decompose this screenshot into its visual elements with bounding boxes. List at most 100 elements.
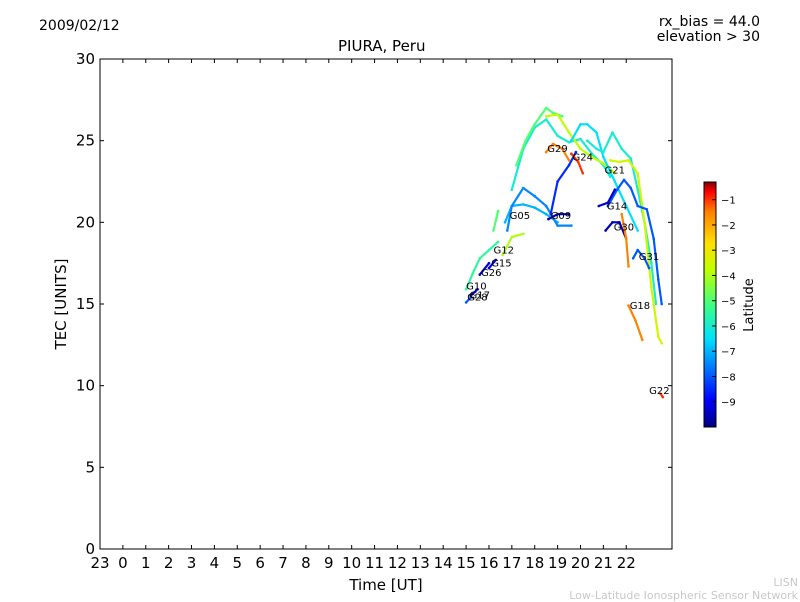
- data-point: [533, 123, 536, 126]
- data-point: [547, 217, 550, 221]
- series-label: G15: [491, 258, 511, 269]
- data-point: [636, 248, 639, 252]
- series-line: [492, 209, 500, 232]
- data-point: [595, 131, 598, 134]
- series-label: G12: [494, 245, 514, 256]
- data-point: [615, 188, 619, 191]
- data-point: [636, 188, 639, 191]
- y-tick-label: 30: [76, 50, 95, 68]
- series-c: [544, 113, 617, 175]
- data-point: [606, 201, 610, 204]
- x-tick-label: 16: [479, 554, 498, 572]
- data-point: [496, 209, 500, 213]
- colorbar-tick-label: −3: [721, 246, 736, 257]
- data-point: [522, 186, 525, 190]
- colorbar-tick-label: −9: [721, 398, 736, 409]
- x-tick-label: 2: [164, 554, 174, 572]
- data-point: [567, 141, 571, 144]
- data-point: [522, 203, 525, 206]
- data-point: [586, 139, 589, 142]
- data-point: [556, 113, 559, 116]
- data-point: [660, 302, 663, 306]
- x-tick-label: 1: [141, 554, 151, 572]
- data-point: [510, 235, 514, 239]
- series-line: [609, 159, 663, 345]
- data-point: [624, 204, 628, 208]
- data-point: [570, 152, 573, 155]
- x-tick-label: 0: [118, 554, 128, 572]
- x-tick-label: 18: [525, 554, 544, 572]
- series-label: G05: [510, 211, 530, 222]
- data-point: [464, 288, 468, 291]
- x-tick-label: 13: [411, 554, 430, 572]
- series-g31: [631, 248, 651, 270]
- data-point: [650, 261, 653, 265]
- colorbar-label: Latitude: [742, 278, 757, 332]
- series-label: G17: [470, 290, 490, 301]
- data-point: [602, 162, 605, 165]
- series-label: G14: [607, 201, 627, 212]
- data-point: [652, 237, 655, 240]
- data-point: [524, 139, 527, 142]
- series-line: [487, 258, 497, 270]
- data-point: [608, 159, 612, 162]
- x-tick-label: 21: [594, 554, 613, 572]
- data-point: [533, 206, 536, 209]
- data-point: [487, 248, 491, 252]
- elevation-label: elevation > 30: [656, 29, 760, 45]
- series-line: [604, 221, 628, 240]
- data-point: [544, 150, 548, 154]
- y-axis-title: TEC [UNITS]: [52, 259, 70, 351]
- data-point: [661, 395, 665, 399]
- series-g10: [464, 240, 500, 291]
- data-point: [636, 229, 639, 232]
- data-point: [641, 338, 644, 342]
- data-point: [503, 221, 507, 224]
- chart-title: PIURA, Peru: [338, 37, 426, 55]
- colorbar-tick-label: −6: [721, 322, 736, 333]
- data-point: [522, 232, 525, 236]
- series-g18: [627, 304, 644, 342]
- x-tick-label: 15: [457, 554, 476, 572]
- series-label: G22: [649, 386, 669, 397]
- data-point: [611, 131, 614, 134]
- series-g24: [570, 152, 585, 175]
- series-label: G21: [605, 165, 625, 176]
- data-point: [602, 150, 605, 154]
- plot-frame: [99, 58, 673, 550]
- data-point: [611, 221, 614, 224]
- data-point: [622, 178, 626, 182]
- x-tick-label: 6: [255, 554, 265, 572]
- data-point: [627, 265, 630, 268]
- data-point: [657, 335, 660, 339]
- series-label: G26: [481, 268, 501, 279]
- footer-org-short: LISN: [773, 576, 798, 589]
- y-tick-label: 25: [76, 132, 95, 150]
- series-line: [586, 131, 658, 306]
- data-point: [471, 271, 475, 275]
- series-label: G31: [639, 252, 659, 263]
- data-point: [487, 261, 491, 265]
- footer-org-full: Low-Latitude Ionospheric Sensor Network: [569, 589, 798, 602]
- data-point: [579, 137, 582, 141]
- x-tick-label: 8: [301, 554, 311, 572]
- data-point: [560, 114, 564, 118]
- data-point: [494, 258, 498, 262]
- data-point: [636, 204, 639, 208]
- data-point: [544, 114, 548, 118]
- data-point: [645, 208, 649, 211]
- series-g26: [478, 261, 491, 276]
- data-point: [659, 392, 662, 396]
- data-point: [604, 229, 607, 232]
- series-e: [606, 178, 663, 306]
- x-tick-label: 10: [342, 554, 361, 572]
- data-point: [627, 304, 630, 307]
- series-label: G24: [573, 152, 593, 163]
- series-label: G28: [467, 293, 487, 304]
- series-d: [570, 123, 639, 232]
- data-point: [496, 240, 500, 244]
- data-point: [567, 159, 571, 162]
- data-point: [657, 278, 660, 281]
- data-point: [636, 172, 639, 175]
- data-point: [620, 212, 623, 216]
